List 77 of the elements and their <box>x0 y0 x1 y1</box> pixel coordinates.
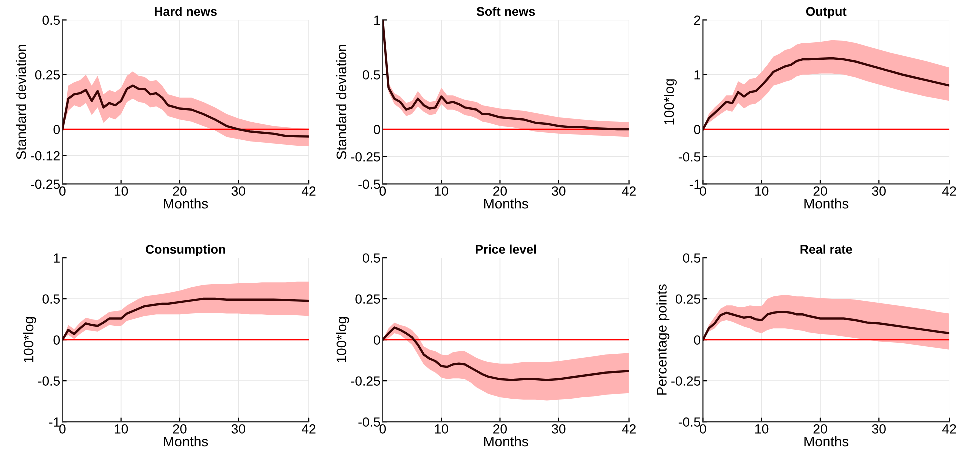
x-tick-label: 30 <box>552 186 566 196</box>
chart-title: Price level <box>476 244 536 254</box>
y-tick-label: -0.25 <box>672 376 701 386</box>
y-tick-label: 0.25 <box>356 294 380 304</box>
chart-title: Hard news <box>155 6 217 16</box>
x-tick-label: 42 <box>942 186 956 196</box>
x-tick-label: 42 <box>302 186 316 196</box>
x-axis-title: Months <box>804 198 849 209</box>
chart-title: Output <box>806 7 847 19</box>
y-tick-label: 0 <box>374 125 380 134</box>
x-tick-label: 20 <box>494 186 508 196</box>
x-tick-label: 30 <box>552 424 566 434</box>
x-axis-title: Months <box>164 198 208 209</box>
y-tick-label: 0.5 <box>42 294 60 304</box>
y-tick-label: 1 <box>54 254 60 263</box>
y-tick-label: 0.5 <box>683 254 701 263</box>
y-tick-label: 0 <box>54 125 60 134</box>
line-series <box>62 298 310 342</box>
y-tick-label: 2 <box>694 16 700 25</box>
x-tick-label: 42 <box>302 424 316 434</box>
y-tick-label: -1 <box>690 180 700 190</box>
y-tick-label: 0.5 <box>363 70 380 80</box>
x-tick-label: 20 <box>173 186 187 196</box>
x-tick-label: 42 <box>622 186 636 196</box>
chart-title: Real rate <box>800 244 852 254</box>
y-axis-title: Percentage points <box>656 284 670 395</box>
line-series <box>703 57 950 131</box>
y-tick-label: 0 <box>694 125 701 134</box>
y-tick-label: 0 <box>54 336 60 345</box>
y-tick-label: 0 <box>694 336 701 345</box>
x-tick-label: 30 <box>232 186 246 196</box>
y-tick-label: -0.25 <box>31 180 60 190</box>
y-tick-label: -0.5 <box>358 418 380 427</box>
x-tick-label: 30 <box>872 424 886 434</box>
y-tick-label: -0.5 <box>358 180 380 190</box>
line-series <box>703 311 950 342</box>
y-tick-label: -0.25 <box>351 376 380 386</box>
x-tick-label: 42 <box>622 424 636 434</box>
x-tick-label: 20 <box>494 424 508 434</box>
line-series <box>62 84 310 138</box>
x-tick-label: 20 <box>814 186 828 196</box>
y-tick-label: -0.5 <box>38 376 60 386</box>
x-tick-label: 10 <box>435 424 448 434</box>
x-tick-label: 10 <box>756 186 769 196</box>
y-axis-title: Standard deviation <box>336 45 347 160</box>
y-tick-label: -0.12 <box>31 151 60 161</box>
y-tick-label: -1 <box>49 418 60 427</box>
x-tick-label: 10 <box>114 424 128 434</box>
y-tick-label: 0.5 <box>42 16 60 26</box>
x-tick-label: 10 <box>756 424 769 434</box>
y-tick-label: -0.25 <box>351 152 380 162</box>
x-tick-label: 30 <box>872 186 886 196</box>
y-tick-label: 0.25 <box>35 70 60 80</box>
chart-title: Consumption <box>146 244 226 256</box>
line-series <box>382 326 630 382</box>
chart-title: Soft news <box>476 6 536 16</box>
x-axis-title: Months <box>164 436 208 447</box>
x-tick-label: 20 <box>814 424 828 434</box>
x-tick-label: 30 <box>232 424 246 434</box>
x-tick-label: 10 <box>114 186 128 196</box>
y-tick-label: 0 <box>374 336 380 345</box>
x-tick-label: 10 <box>435 186 448 196</box>
y-axis-title: Standard deviation <box>16 45 26 160</box>
y-tick-label: 1 <box>694 70 700 80</box>
y-axis-title: 100*log <box>24 317 36 363</box>
x-axis-title: Months <box>484 198 528 209</box>
x-tick-label: 42 <box>942 424 956 434</box>
y-tick-label: -0.5 <box>678 418 701 427</box>
y-tick-label: 0.5 <box>363 254 380 263</box>
y-tick-label: -0.5 <box>678 152 701 162</box>
y-tick-label: 1 <box>374 16 380 25</box>
y-tick-label: 0.25 <box>676 294 701 304</box>
y-axis-title: 100*log <box>664 80 677 125</box>
x-tick-label: 20 <box>173 424 187 434</box>
x-axis-title: Months <box>804 436 849 447</box>
x-axis-title: Months <box>484 436 528 447</box>
y-axis-title: 100*log <box>336 317 350 363</box>
